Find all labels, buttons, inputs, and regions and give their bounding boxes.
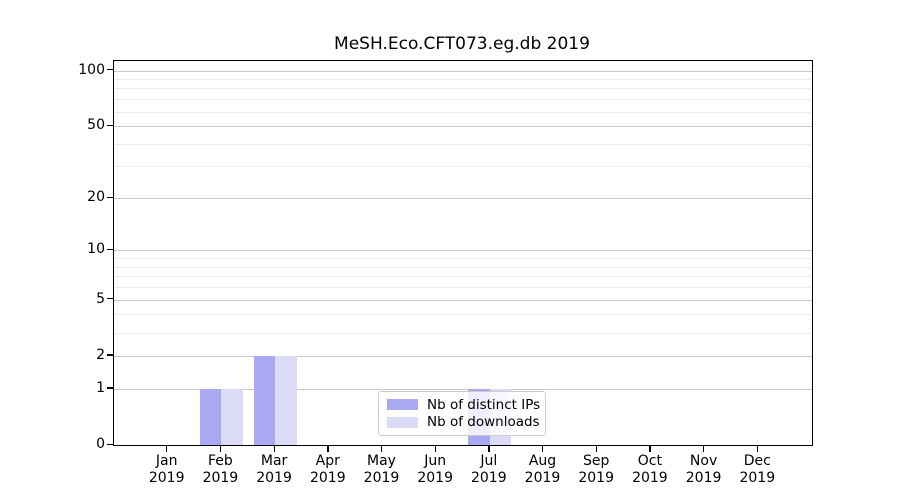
legend-swatch-distinct-ips-icon [387,399,418,411]
minor-gridline [114,88,812,90]
minor-gridline [114,99,812,101]
x-tick-year: 2019 [309,470,346,486]
x-tick-label-mar: Mar 2019 [242,453,306,487]
y-tick-mark [107,298,113,300]
major-gridline [114,198,812,199]
x-tick-month: Jan [155,453,178,469]
x-tick-month: Jul [480,453,498,469]
y-tick-mark [107,124,113,126]
x-tick-month: Sep [582,453,610,469]
major-gridline [114,250,812,252]
y-tick-label: 10 [87,241,105,258]
y-tick-label: 50 [87,117,105,133]
y-tick-label: 0 [96,436,105,452]
x-tick-label-jul: Jul 2019 [457,453,521,487]
x-tick-year: 2019 [578,470,614,486]
x-tick-month: Jun [424,453,447,469]
minor-gridline [114,332,812,334]
x-tick-mark [488,446,490,452]
x-tick-month: Dec [743,453,771,469]
x-tick-label-nov: Nov 2019 [672,453,736,487]
legend-label-downloads: Nb of downloads [427,414,540,431]
x-tick-label-may: May 2019 [350,453,414,487]
x-tick-year: 2019 [470,470,507,486]
x-tick-year: 2019 [363,470,400,486]
minor-gridline [114,276,812,278]
x-tick-month: Mar [260,453,288,469]
legend-item-distinct-ips: Nb of distinct IPs [387,396,541,413]
minor-gridline [114,143,812,145]
plot-area: Nb of distinct IPs Nb of downloads [113,60,813,446]
bar-feb-distinct-ips [199,388,222,445]
x-tick-label-sep: Sep 2019 [564,453,628,487]
x-tick-year: 2019 [256,470,292,486]
y-tick-mark [107,196,113,198]
minor-gridline [114,166,812,168]
minor-gridline [114,266,812,268]
x-tick-mark [219,446,222,452]
y-tick-label: 5 [96,290,105,307]
x-tick-mark [381,446,383,452]
x-tick-month: Oct [637,453,662,469]
y-tick-label: 20 [87,189,105,205]
x-tick-month: Nov [689,453,718,469]
y-tick-label: 1 [96,379,105,396]
x-tick-mark [542,446,544,452]
legend-swatch-downloads-icon [387,416,418,428]
x-tick-month: Aug [528,453,557,469]
major-gridline [114,355,812,357]
legend-label-distinct-ips: Nb of distinct IPs [427,396,541,413]
chart-title: MeSH.Eco.CFT073.eg.db 2019 [334,34,590,54]
x-tick-mark [273,446,275,452]
x-tick-mark [595,446,597,452]
minor-gridline [114,314,812,316]
x-tick-mark [756,446,759,452]
x-tick-label-apr: Apr 2019 [296,453,360,487]
y-tick-label: 2 [96,346,105,363]
x-tick-year: 2019 [202,470,239,486]
x-tick-label-aug: Aug 2019 [511,453,575,487]
x-tick-label-jun: Jun 2019 [403,453,467,487]
x-tick-label-jan: Jan 2019 [135,453,199,487]
major-gridline [114,70,812,72]
x-tick-year: 2019 [685,470,722,486]
x-tick-year: 2019 [417,470,453,486]
x-tick-label-dec: Dec 2019 [725,453,789,487]
major-gridline [114,299,812,301]
y-tick-label: 100 [78,61,105,78]
x-tick-year: 2019 [524,470,561,486]
y-tick-mark [107,69,113,71]
bar-feb-downloads [221,388,243,445]
legend-item-downloads: Nb of downloads [387,414,540,431]
x-tick-month: May [367,453,396,469]
bar-mar-distinct-ips [253,355,276,445]
x-tick-month: Apr [315,453,340,469]
x-tick-mark [434,446,436,452]
x-tick-mark [166,446,168,452]
x-tick-label-feb: Feb 2019 [188,453,252,487]
minor-gridline [114,111,812,113]
major-gridline [114,388,812,390]
x-tick-year: 2019 [632,470,668,486]
y-tick-mark [107,354,113,356]
legend: Nb of distinct IPs Nb of downloads [378,391,546,436]
major-gridline [114,126,812,127]
x-tick-month: Feb [207,453,233,469]
bar-mar-downloads [275,355,297,445]
x-tick-mark [703,446,705,452]
minor-gridline [114,79,812,80]
y-tick-mark [107,387,113,389]
minor-gridline [114,258,812,260]
y-tick-mark [107,248,113,251]
x-tick-mark [327,446,329,452]
y-tick-mark [107,443,113,445]
x-tick-year: 2019 [148,470,185,486]
x-tick-year: 2019 [739,470,776,486]
x-tick-label-oct: Oct 2019 [618,453,682,487]
minor-gridline [114,287,812,289]
x-tick-mark [649,446,651,452]
